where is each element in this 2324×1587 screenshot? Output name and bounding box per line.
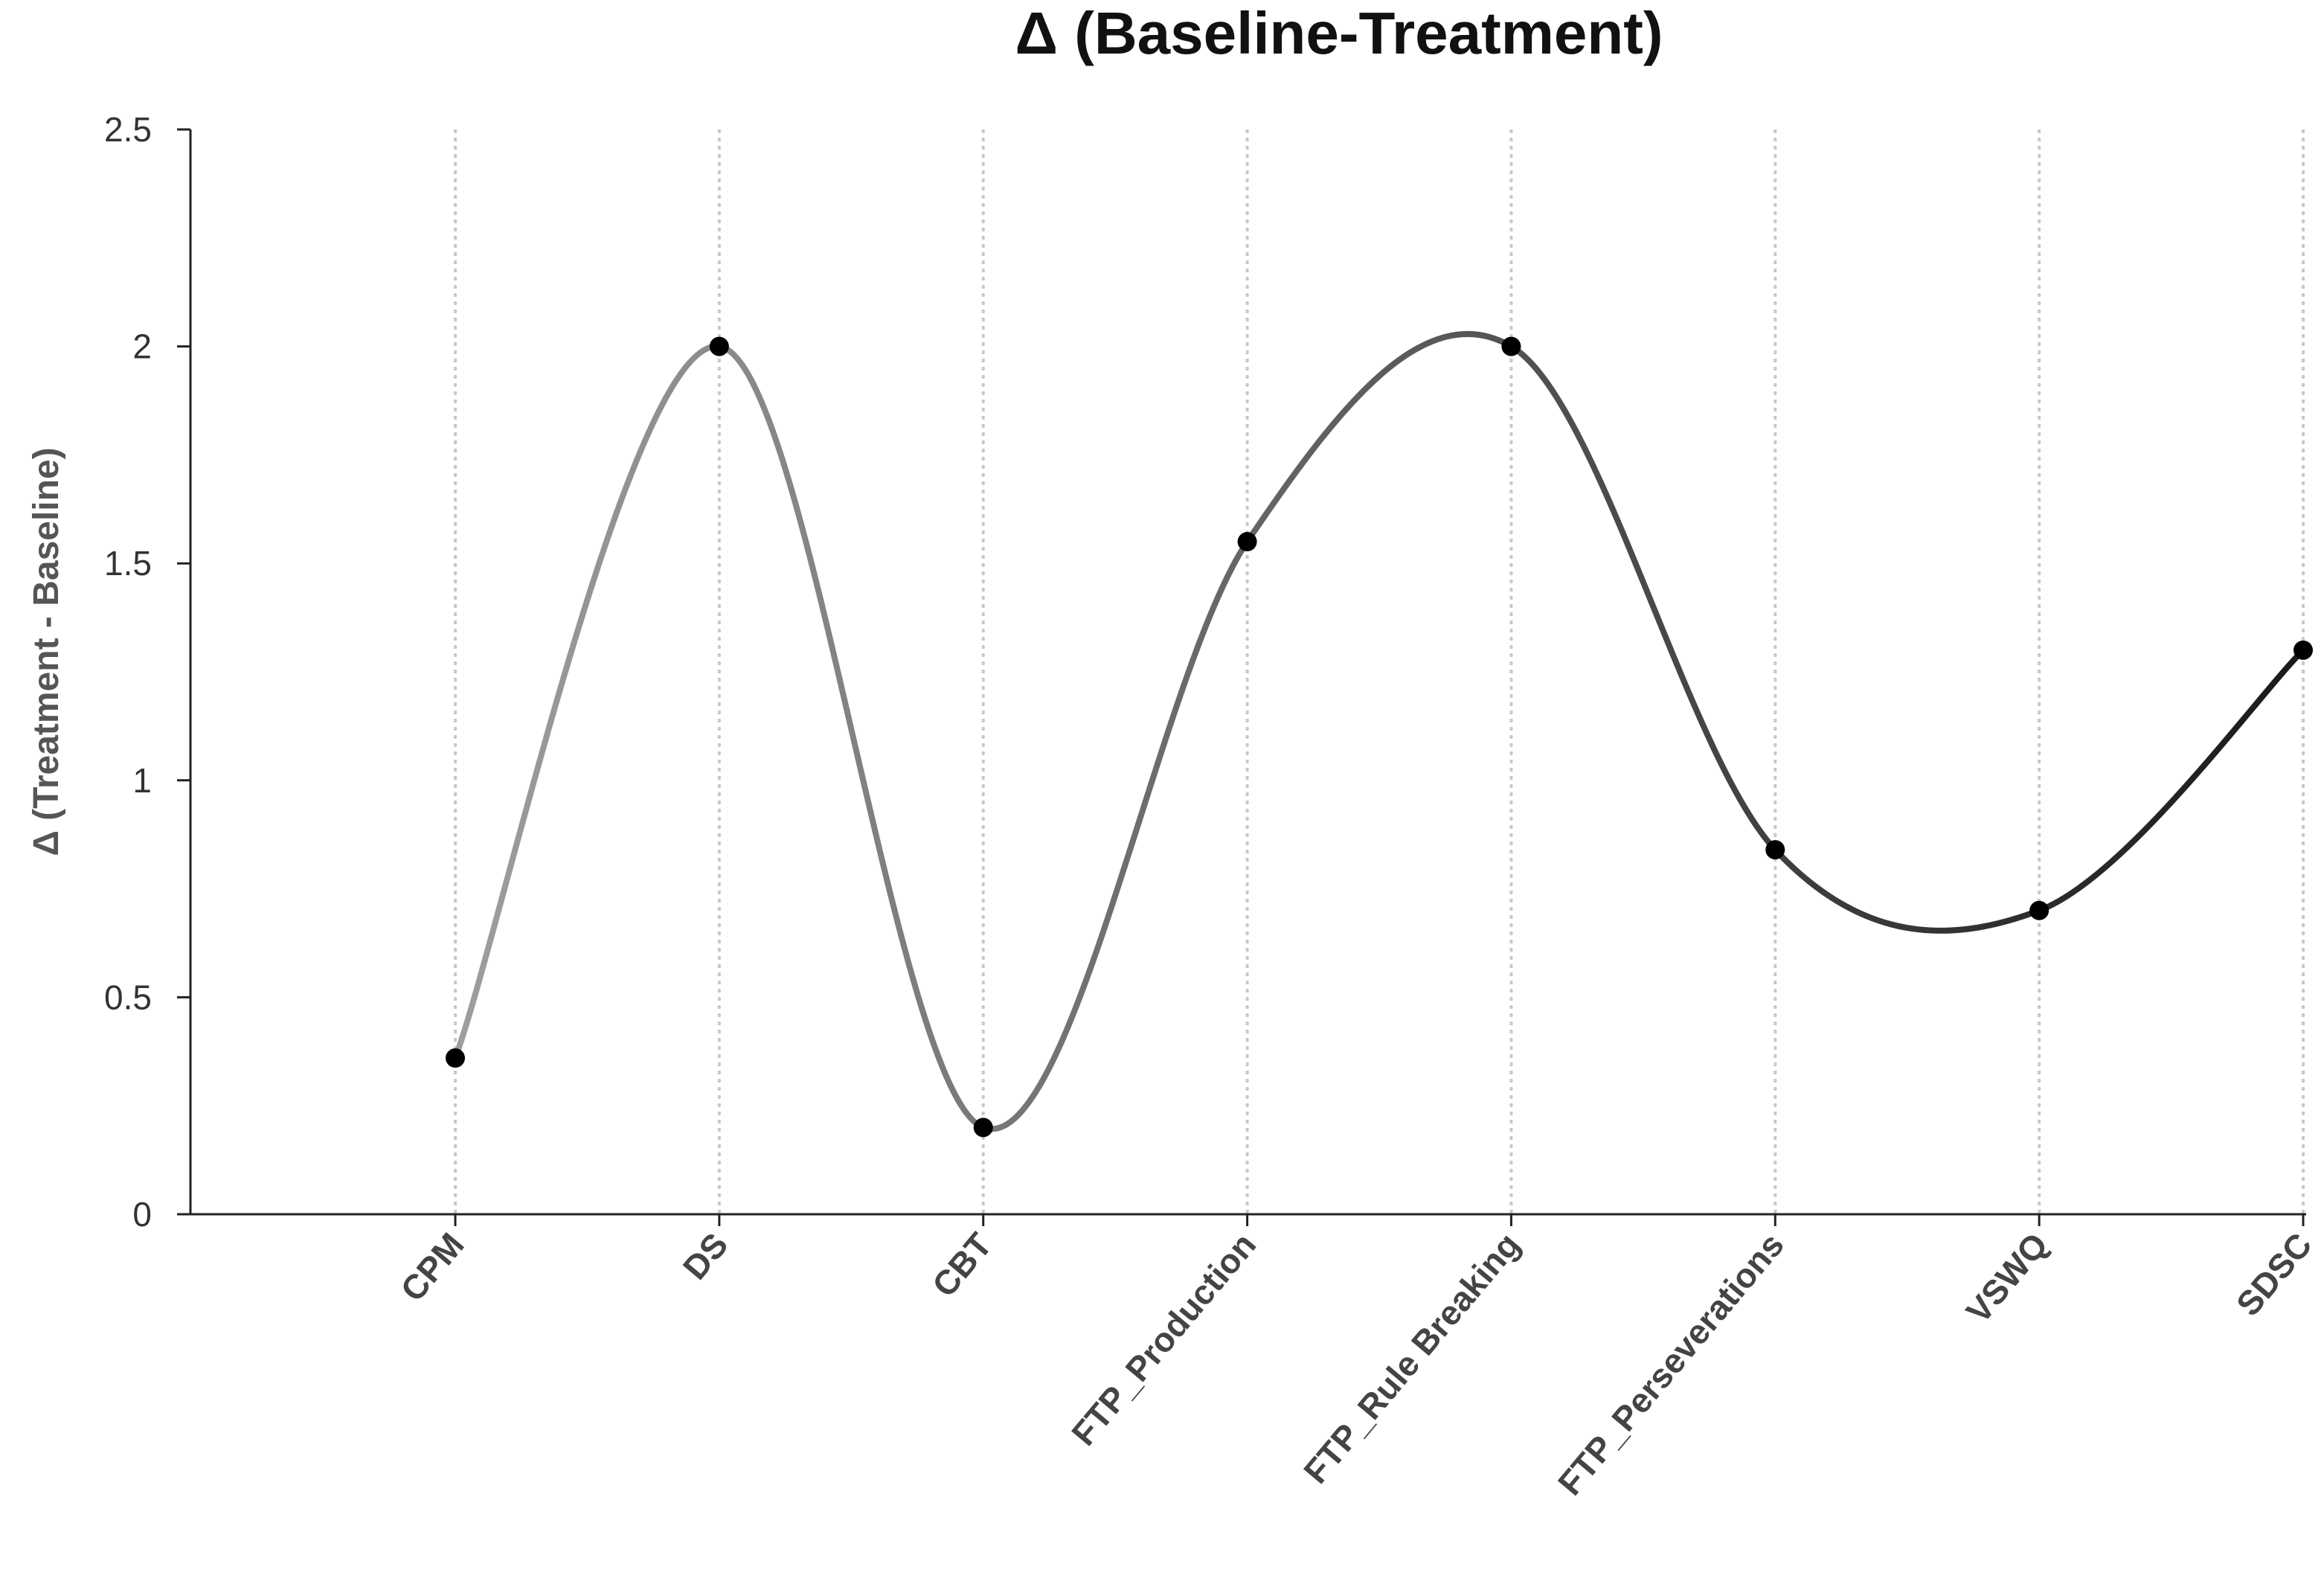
y-tick-label: 1 bbox=[132, 761, 152, 800]
grid-lines bbox=[454, 129, 2305, 1214]
y-axis-label: Δ (Treatment - Baseline) bbox=[27, 447, 66, 856]
data-point bbox=[1765, 840, 1785, 860]
data-point bbox=[709, 336, 729, 356]
data-point bbox=[446, 1048, 465, 1068]
data-point bbox=[1237, 532, 1257, 552]
data-point bbox=[2029, 900, 2049, 920]
data-points bbox=[446, 336, 2313, 1138]
y-tick-label: 2.5 bbox=[104, 110, 152, 149]
data-point bbox=[1501, 336, 1521, 356]
data-point bbox=[2293, 640, 2313, 660]
y-ticks: 0 0.5 1 1.5 2 2.5 bbox=[104, 110, 190, 1234]
chart-title: Δ (Baseline-Treatment) bbox=[1015, 0, 1663, 66]
x-tick-label: CPM bbox=[393, 1225, 472, 1309]
y-tick-label: 1.5 bbox=[104, 544, 152, 583]
x-tick-label: FTP_Production bbox=[1064, 1225, 1263, 1453]
data-point bbox=[973, 1118, 993, 1138]
y-tick-label: 0.5 bbox=[104, 978, 152, 1016]
x-tick-label: VSWQ bbox=[1959, 1225, 2055, 1330]
x-tick-label: FTP_Perseverations bbox=[1550, 1225, 1791, 1502]
x-tick-label: FTP_Rule Breaking bbox=[1296, 1225, 1527, 1491]
x-ticks: CPM DS CBT FTP_Production FTP_Rule Breaking F… bbox=[393, 1214, 2320, 1502]
series-line-group bbox=[452, 330, 2306, 1132]
y-tick-label: 0 bbox=[132, 1195, 152, 1234]
x-tick-label: DS bbox=[675, 1225, 736, 1286]
series-line bbox=[452, 330, 2306, 1132]
y-tick-label: 2 bbox=[132, 327, 152, 366]
x-tick-label: CBT bbox=[925, 1225, 1000, 1304]
x-tick-label: SDSC bbox=[2229, 1225, 2320, 1323]
